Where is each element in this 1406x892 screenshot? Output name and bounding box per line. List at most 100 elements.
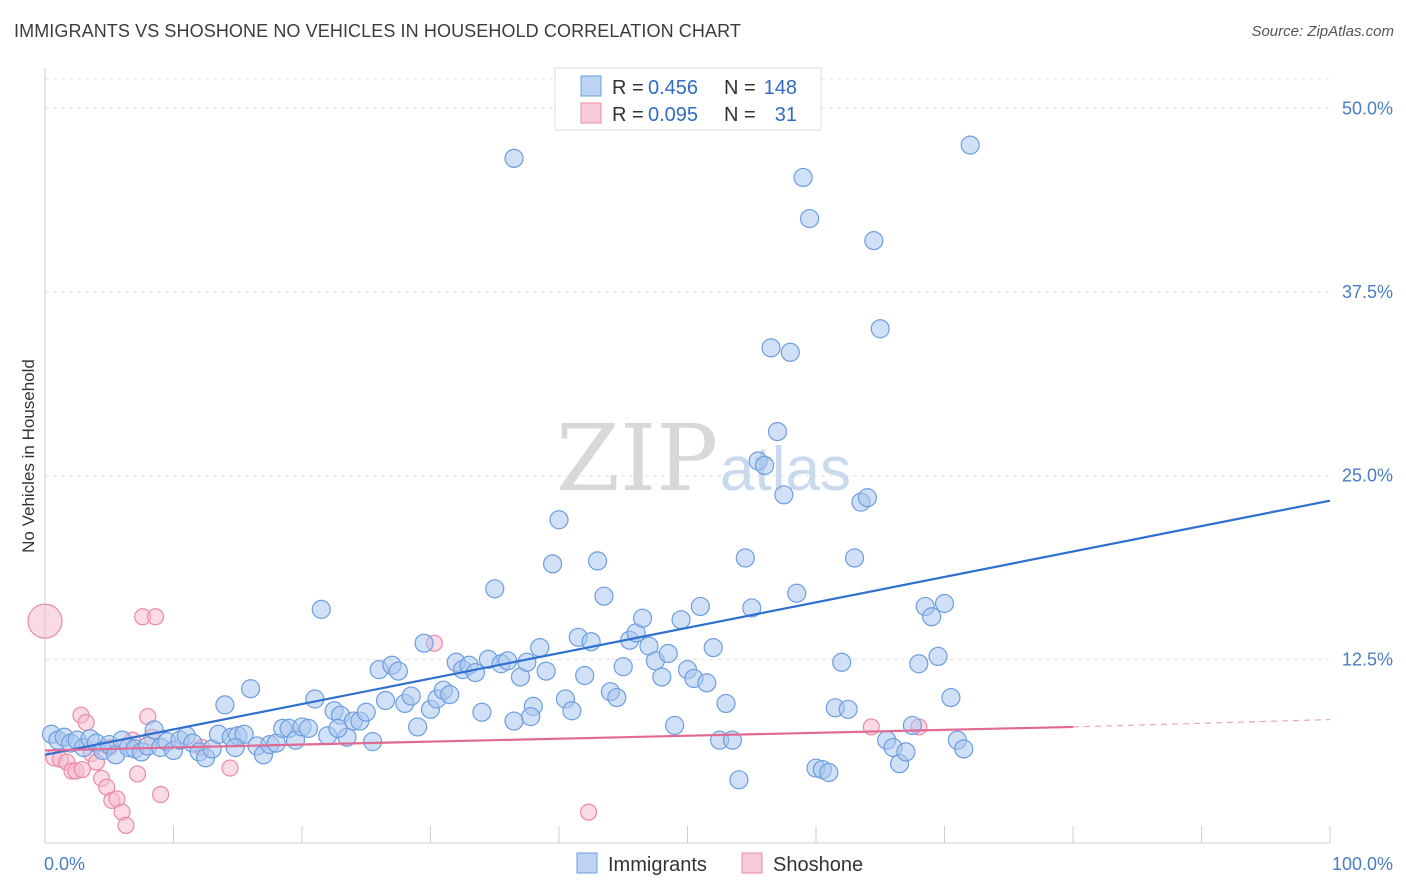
immigrants-point bbox=[311, 599, 331, 619]
legend-bottom-shoshone-label: Shoshone bbox=[773, 854, 863, 876]
shoshone-point bbox=[27, 603, 63, 639]
immigrants-point bbox=[536, 661, 556, 681]
legend-top: R = 0.456 N = 148 R = 0.095 N = 31 bbox=[554, 67, 822, 131]
immigrants-point bbox=[735, 548, 755, 568]
legend-bottom: Immigrants Shoshone bbox=[576, 852, 863, 876]
legend-immigrants-r-label: R = bbox=[612, 77, 644, 99]
immigrants-point bbox=[787, 583, 807, 603]
immigrants-point bbox=[799, 208, 820, 229]
legend-bottom-immigrants-label: Immigrants bbox=[608, 854, 707, 876]
immigrants-point bbox=[521, 707, 541, 727]
immigrants-point bbox=[909, 654, 929, 674]
immigrants-point bbox=[375, 690, 396, 711]
legend-shoshone-n-label: N = bbox=[724, 104, 756, 126]
x-tick-labels: 0.0% 100.0% bbox=[44, 854, 1393, 874]
immigrants-point bbox=[896, 742, 916, 762]
immigrants-point bbox=[922, 607, 942, 627]
immigrants-point bbox=[742, 598, 762, 618]
immigrants-point bbox=[388, 661, 408, 681]
immigrants-point bbox=[594, 586, 614, 606]
immigrants-point bbox=[857, 488, 878, 508]
shoshone-point bbox=[579, 803, 598, 821]
immigrants-point bbox=[954, 739, 974, 759]
watermark-zip: ZIP bbox=[556, 405, 718, 512]
immigrants-point bbox=[960, 135, 980, 155]
legend-shoshone-r: 0.095 bbox=[648, 104, 698, 126]
immigrants-point bbox=[793, 167, 813, 188]
immigrants-point bbox=[414, 633, 434, 653]
immigrants-point bbox=[530, 637, 550, 658]
immigrants-point bbox=[780, 342, 800, 362]
immigrants-point bbox=[401, 686, 421, 706]
immigrants-point bbox=[658, 643, 678, 664]
legend-bottom-shoshone-swatch bbox=[741, 852, 763, 874]
watermark: ZIP atlas bbox=[556, 405, 851, 512]
immigrants-point bbox=[613, 657, 633, 677]
immigrants-point bbox=[832, 652, 852, 672]
immigrants-point bbox=[632, 608, 653, 628]
immigrants-point bbox=[234, 724, 254, 744]
legend-immigrants-n-label: N = bbox=[724, 77, 756, 99]
immigrants-point bbox=[305, 689, 325, 709]
immigrants-point bbox=[774, 485, 794, 505]
legend-shoshone-r-label: R = bbox=[612, 104, 644, 126]
immigrants-point bbox=[819, 762, 839, 783]
immigrants-point bbox=[870, 319, 890, 339]
immigrants-point bbox=[485, 579, 505, 599]
immigrants-point bbox=[328, 718, 348, 739]
immigrants-point bbox=[472, 702, 492, 722]
source-label: Source: ZipAtlas.com bbox=[1251, 23, 1394, 40]
shoshone-point bbox=[146, 608, 165, 626]
immigrants-point bbox=[767, 422, 788, 442]
immigrants-point bbox=[716, 693, 736, 714]
shoshone-point bbox=[128, 765, 147, 783]
immigrants-point bbox=[363, 732, 383, 752]
shoshone-point bbox=[221, 759, 239, 777]
grid-lines bbox=[45, 78, 1330, 660]
immigrants-point bbox=[607, 687, 627, 708]
y-tick-label: 12.5% bbox=[1342, 649, 1393, 669]
immigrants-point bbox=[928, 646, 948, 667]
immigrants-point bbox=[671, 610, 691, 630]
immigrants-trend-line bbox=[44, 499, 1331, 756]
immigrants-point bbox=[697, 673, 717, 693]
shoshone-trend-extension bbox=[1072, 718, 1331, 728]
legend-bottom-immigrants-swatch bbox=[576, 852, 598, 874]
immigrants-point bbox=[587, 551, 608, 571]
immigrants-point bbox=[690, 596, 710, 617]
chart-title: IMMIGRANTS VS SHOSHONE NO VEHICLES IN HO… bbox=[14, 21, 741, 41]
immigrants-point bbox=[241, 679, 261, 699]
immigrants-point bbox=[440, 685, 460, 705]
shoshone-point bbox=[73, 760, 91, 779]
shoshone-point bbox=[152, 785, 170, 804]
legend-immigrants-r: 0.456 bbox=[648, 77, 698, 99]
immigrants-point bbox=[934, 593, 955, 614]
y-tick-label: 37.5% bbox=[1342, 282, 1393, 302]
immigrants-point bbox=[504, 148, 524, 168]
y-tick-labels: 12.5% 25.0% 37.5% 50.0% bbox=[1342, 98, 1393, 669]
immigrants-point bbox=[844, 548, 865, 568]
immigrants-point bbox=[761, 338, 781, 358]
legend-immigrants-n: 148 bbox=[764, 77, 797, 99]
immigrants-point bbox=[652, 667, 672, 687]
immigrants-point bbox=[729, 770, 749, 790]
trend-lines bbox=[44, 499, 1331, 756]
legend-immigrants-swatch bbox=[580, 75, 602, 97]
immigrants-point bbox=[941, 687, 961, 708]
shoshone-point bbox=[77, 713, 95, 732]
immigrants-point bbox=[215, 695, 235, 715]
immigrants-point bbox=[549, 510, 569, 530]
legend-shoshone-swatch bbox=[580, 102, 602, 124]
y-tick-label: 25.0% bbox=[1342, 466, 1393, 486]
immigrants-point bbox=[504, 711, 524, 731]
immigrants-point bbox=[754, 455, 775, 476]
immigrants-point bbox=[517, 652, 537, 672]
axes bbox=[44, 68, 1331, 844]
immigrants-point bbox=[703, 637, 723, 658]
immigrants-point bbox=[356, 702, 376, 722]
shoshone-trend-line bbox=[44, 725, 1074, 752]
immigrants-point bbox=[225, 737, 245, 758]
immigrants-point bbox=[562, 701, 582, 721]
immigrants-point bbox=[665, 715, 685, 736]
